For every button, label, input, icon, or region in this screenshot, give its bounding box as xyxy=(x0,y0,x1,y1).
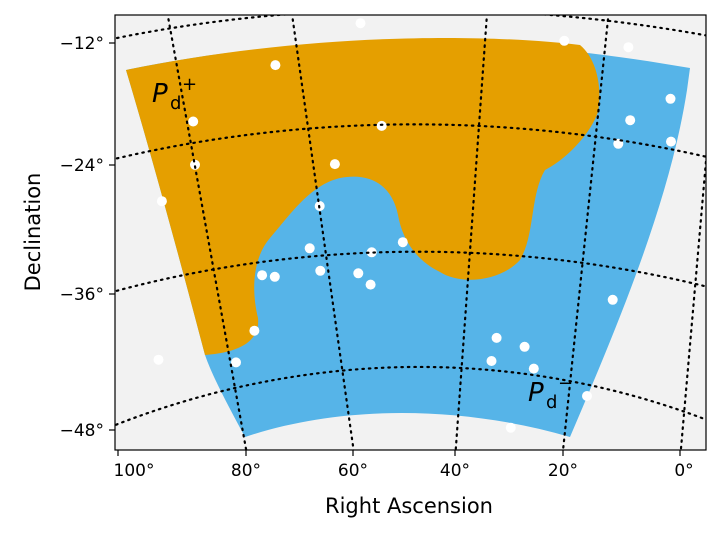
y-tick-label-minus-24: −24° xyxy=(60,156,104,176)
masked-source-11 xyxy=(353,268,364,279)
masked-source-4 xyxy=(156,196,167,207)
masked-source-14 xyxy=(257,270,268,281)
masked-source-24 xyxy=(505,422,516,433)
x-tick-label-20: 20° xyxy=(548,461,578,481)
masked-source-22 xyxy=(528,363,539,374)
y-tick-label-minus-36: −36° xyxy=(60,285,104,305)
plot-frame xyxy=(114,14,707,451)
meridian-ra-20 xyxy=(561,15,610,450)
meridian-ra-0 xyxy=(679,148,706,450)
region-label-pd-plus: P d + xyxy=(152,74,197,114)
masked-source-25 xyxy=(607,294,618,305)
x-ticks xyxy=(117,450,681,456)
y-ticks xyxy=(109,42,115,431)
masked-source-13 xyxy=(269,271,280,282)
x-tick-label-40: 40° xyxy=(440,461,470,481)
masked-source-19 xyxy=(491,332,502,343)
meridian-ra-60 xyxy=(291,15,355,450)
x-tick-label-100: 100° xyxy=(114,461,155,481)
parallel-dec-minus-48 xyxy=(115,365,706,427)
y-tick-label-minus-12: −12° xyxy=(60,34,104,54)
masked-sources xyxy=(153,18,676,433)
masked-source-10 xyxy=(366,247,377,258)
x-tick-label-60: 60° xyxy=(338,461,368,481)
meridian-ra-80 xyxy=(166,15,248,450)
svg-text:−: − xyxy=(558,373,573,394)
svg-text:d: d xyxy=(170,93,181,114)
masked-source-20 xyxy=(519,341,530,352)
masked-source-3 xyxy=(190,159,200,170)
masked-source-27 xyxy=(625,115,636,126)
masked-source-17 xyxy=(231,357,241,368)
masked-source-1 xyxy=(270,60,281,71)
region-pd-plus xyxy=(126,37,600,355)
coordinate-grid xyxy=(115,15,706,450)
region-label-pd-minus: P d − xyxy=(528,373,573,413)
parallel-dec-minus-12 xyxy=(115,15,706,40)
masked-source-9 xyxy=(397,237,408,248)
masked-source-12 xyxy=(315,265,326,276)
masked-source-28 xyxy=(666,136,676,147)
masked-source-2 xyxy=(188,116,199,127)
y-tick-label-minus-48: −48° xyxy=(60,421,104,441)
svg-text:P: P xyxy=(152,79,168,109)
masked-source-8 xyxy=(304,243,315,254)
masked-source-0 xyxy=(355,18,366,29)
x-axis-title: Right Ascension xyxy=(325,494,493,518)
masked-source-6 xyxy=(329,159,340,170)
masked-source-5 xyxy=(376,120,387,131)
x-tick-label-80: 80° xyxy=(231,461,261,481)
parallel-dec-minus-36 xyxy=(115,250,706,293)
meridian-ra-40 xyxy=(454,15,489,450)
masked-source-30 xyxy=(623,42,634,53)
masked-source-29 xyxy=(665,93,676,104)
masked-source-15 xyxy=(365,279,376,290)
x-tick-label-0: 0° xyxy=(674,461,693,481)
masked-source-18 xyxy=(153,354,164,365)
y-axis-title: Declination xyxy=(21,173,45,292)
masked-source-23 xyxy=(582,391,592,401)
svg-text:d: d xyxy=(546,392,557,413)
parallel-dec-minus-24 xyxy=(115,123,706,161)
svg-text:+: + xyxy=(182,74,197,95)
svg-text:P: P xyxy=(528,378,544,408)
masked-source-16 xyxy=(249,325,260,336)
masked-source-31 xyxy=(559,35,570,46)
masked-source-21 xyxy=(486,356,497,366)
